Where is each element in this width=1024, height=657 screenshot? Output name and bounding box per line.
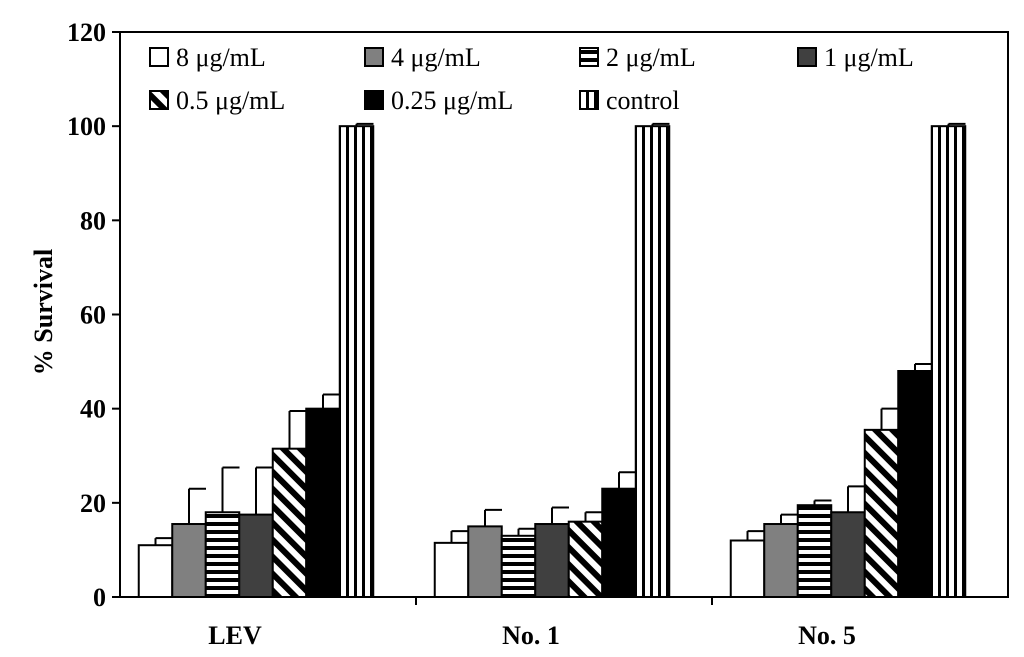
x-tick-label: No. 1 [502,621,560,650]
legend-label: control [606,86,680,115]
legend-label: 8 μg/mL [176,43,266,72]
y-tick-label: 100 [67,112,106,141]
x-tick-label: LEV [208,621,262,650]
bar [534,523,570,598]
legend-label: 4 μg/mL [391,43,481,72]
bar [338,125,375,599]
legend-swatch [364,90,384,110]
bar [634,125,671,599]
legend-item: control [579,86,680,115]
y-tick-label: 60 [80,301,106,330]
legend-item: 0.5 μg/mL [149,86,285,115]
legend-swatch [579,47,599,67]
plot-area [119,31,1009,599]
legend-item: 8 μg/mL [149,43,266,72]
bar [204,511,241,598]
y-axis-title: % Survival [29,249,58,375]
bar [171,523,207,598]
legend-item: 1 μg/mL [797,43,914,72]
y-tick-label: 0 [93,583,106,612]
legend-swatch [579,90,599,110]
bar [567,520,604,599]
bar [763,523,799,598]
legend-label: 1 μg/mL [824,43,914,72]
bar [863,428,900,598]
legend-swatch [149,90,169,110]
bar [137,544,174,598]
legend-item: 4 μg/mL [364,43,481,72]
legend-label: 0.25 μg/mL [391,86,513,115]
y-tick-label: 40 [80,395,106,424]
legend-swatch [149,47,169,67]
y-tick-label: 20 [80,489,106,518]
x-axis: LEV No. 1 No. 5 [208,597,856,650]
bar [467,525,503,598]
y-tick-label: 80 [80,206,106,235]
legend-item: 0.25 μg/mL [364,86,513,115]
bar [830,511,866,598]
legend-swatch [797,47,817,67]
legend-swatch [364,47,384,67]
bar [601,487,637,599]
x-tick-label: No. 5 [798,621,856,650]
bar [305,407,341,598]
legend-item: 2 μg/mL [579,43,696,72]
legend: 8 μg/mL 4 μg/mL 2 μg/mL 1 μg/mL 0.5 μg/mL 0.2… [149,43,914,115]
bar [729,539,766,598]
y-tick-label: 120 [67,18,106,47]
legend-label: 2 μg/mL [606,43,696,72]
bar [930,125,967,599]
bar [238,513,274,599]
bar [433,541,470,599]
bar [796,504,833,598]
bar [271,447,308,598]
y-axis: 0 20 40 60 80 100 120 [67,18,120,612]
legend-label: 0.5 μg/mL [176,86,285,115]
bar [500,534,537,599]
bar [897,370,933,598]
